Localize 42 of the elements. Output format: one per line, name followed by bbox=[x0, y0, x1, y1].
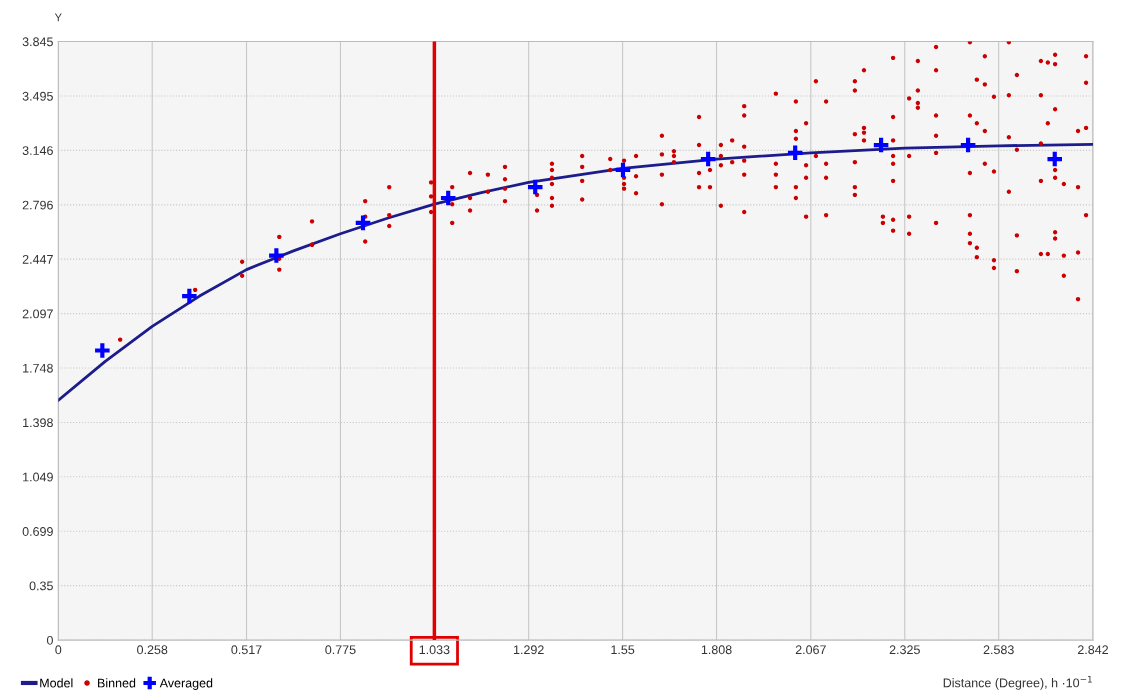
y-tick-label: 2.447 bbox=[22, 254, 53, 264]
x-tick-label: 1.808 bbox=[701, 645, 732, 655]
point bbox=[438, 188, 458, 208]
x-tick-label: 1.033 bbox=[419, 645, 450, 655]
point bbox=[179, 286, 199, 306]
line-series bbox=[58, 142, 1093, 402]
x-tick-label: 2.325 bbox=[889, 645, 920, 655]
point bbox=[613, 160, 633, 180]
point bbox=[958, 135, 978, 155]
x-tick-label: 0.775 bbox=[325, 645, 356, 655]
point bbox=[1045, 149, 1065, 169]
legend-label: Averaged bbox=[159, 678, 213, 690]
point bbox=[785, 143, 805, 163]
x-tick-label: 0.258 bbox=[137, 645, 168, 655]
x-axis-title: Distance (Degree), h ·10$^{−1}$ bbox=[943, 676, 1092, 690]
y-tick-label: 3.495 bbox=[22, 91, 53, 101]
x-tick-label: 1.55 bbox=[611, 645, 635, 655]
point bbox=[871, 135, 891, 155]
x-tick-label: 2.583 bbox=[983, 645, 1014, 655]
x-tick-label: 0.517 bbox=[231, 645, 262, 655]
y-tick-label: 3.845 bbox=[22, 37, 53, 47]
y-tick-label: 3.146 bbox=[22, 146, 53, 155]
x-tick-label: 0 bbox=[55, 645, 62, 655]
point bbox=[698, 149, 718, 169]
point bbox=[267, 246, 286, 265]
y-tick-label: 0.35 bbox=[29, 581, 53, 591]
y-tick-label: 1.398 bbox=[23, 418, 53, 428]
y-axis-title: Y bbox=[54, 13, 62, 22]
point bbox=[353, 213, 373, 233]
point bbox=[525, 177, 545, 197]
y-tick-label: 2.796 bbox=[22, 200, 53, 210]
x-tick-label: 2.842 bbox=[1077, 645, 1108, 655]
y-tick-label: 1.748 bbox=[23, 363, 53, 373]
legend-label: Binned bbox=[98, 678, 136, 688]
x-tick-label: 1.292 bbox=[513, 645, 544, 655]
point bbox=[92, 341, 112, 360]
y-tick-label: 0.699 bbox=[22, 527, 53, 536]
legend-label: Model bbox=[40, 678, 73, 688]
y-tick-label: 1.049 bbox=[23, 472, 53, 482]
y-tick-label: 0 bbox=[46, 635, 53, 645]
x-tick-label: 2.067 bbox=[795, 645, 826, 655]
y-tick-label: 2.097 bbox=[22, 309, 53, 319]
